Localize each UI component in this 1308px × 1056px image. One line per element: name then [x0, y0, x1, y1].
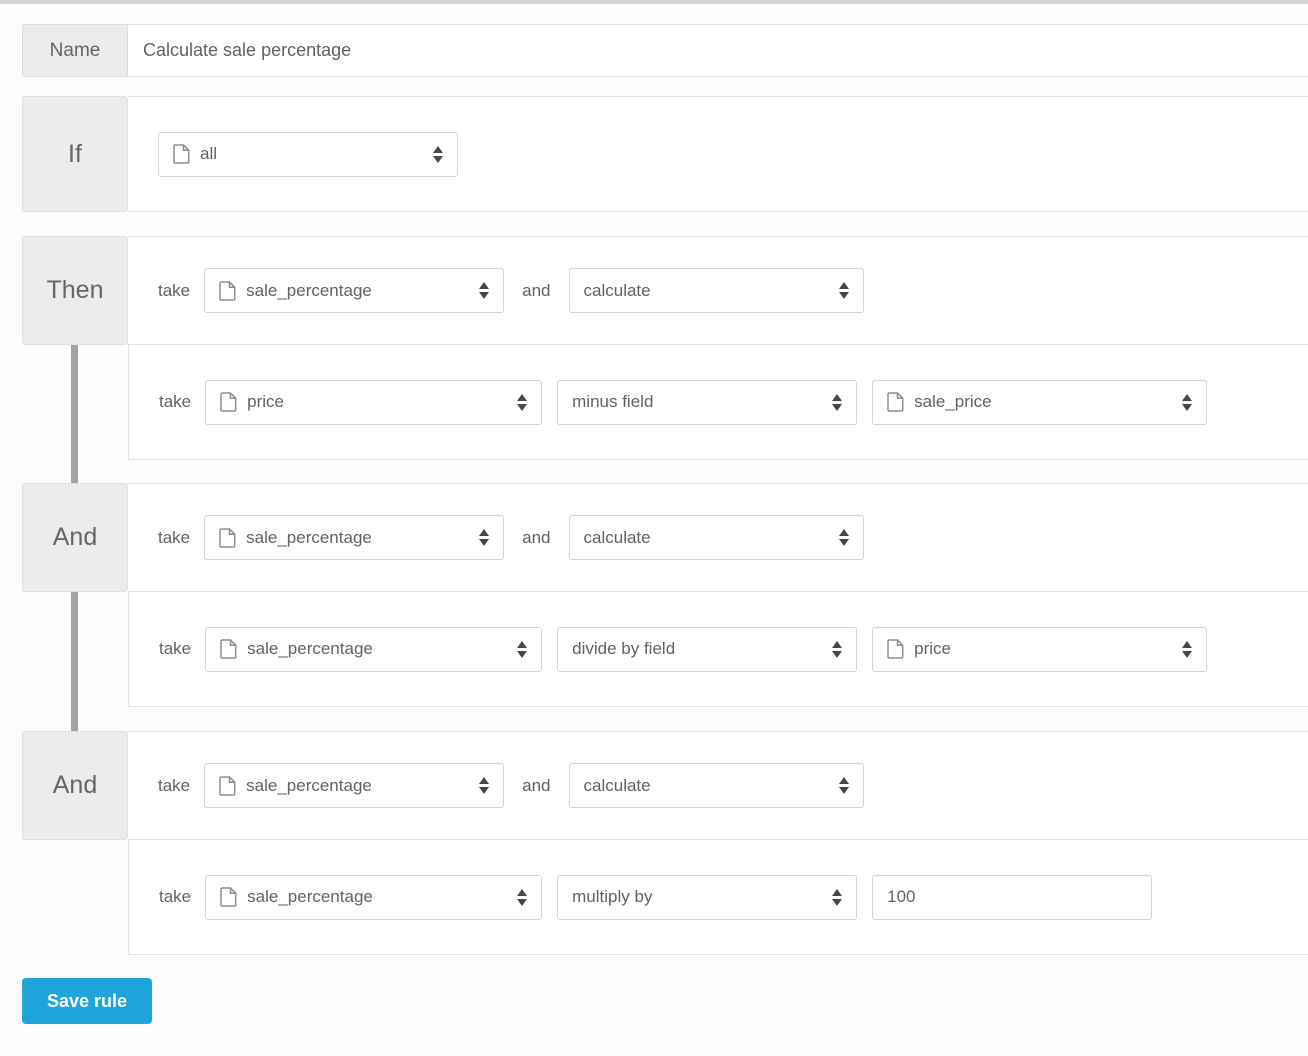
and-section-label: And — [22, 731, 128, 840]
select-value: multiply by — [572, 887, 653, 906]
then-section-label: Then — [22, 236, 128, 345]
rule-builder: Name If all Then take — [22, 24, 1308, 1024]
unfold-arrows-icon — [425, 145, 443, 163]
select-value: sale_percentage — [246, 775, 372, 795]
document-icon — [220, 887, 237, 907]
select-value: calculate — [583, 280, 651, 300]
and-section-2: And take sale_percentage and calculate t… — [22, 731, 1308, 955]
select-value: calculate — [583, 527, 651, 547]
unfold-arrows-icon — [1174, 640, 1193, 658]
unfold-arrows-icon — [831, 777, 849, 794]
and1-calc-row: take sale_percentage divide by field pri… — [128, 592, 1308, 707]
unfold-arrows-icon — [824, 888, 843, 906]
select-value: minus field — [572, 392, 654, 411]
and-section-label: And — [22, 483, 128, 592]
and2-calc-row: take sale_percentage multiply by — [128, 840, 1308, 955]
then-calc-row: take price minus field sale_price — [128, 345, 1308, 460]
and1-target-field-select[interactable]: sale_percentage — [204, 515, 505, 560]
and-section-1: And take sale_percentage and calculate t… — [22, 483, 1308, 731]
select-value: divide by field — [572, 639, 676, 658]
and-word: and — [522, 775, 551, 795]
and2-action-select[interactable]: calculate — [568, 763, 864, 808]
unfold-arrows-icon — [824, 393, 843, 411]
then-section: Then take sale_percentage and calculate … — [22, 236, 1308, 484]
and-word: and — [522, 527, 551, 547]
calc-left-field-select[interactable]: sale_percentage — [205, 874, 543, 920]
unfold-arrows-icon — [471, 777, 490, 794]
section-connector-line — [71, 592, 78, 731]
rule-name-input[interactable] — [128, 24, 1308, 77]
take-word: take — [158, 527, 191, 547]
calc-right-field-select[interactable]: sale_price — [872, 379, 1208, 425]
document-icon — [887, 639, 904, 659]
unfold-arrows-icon — [831, 529, 849, 546]
calc-left-field-select[interactable]: sale_percentage — [205, 626, 543, 672]
then-action-row: take sale_percentage and calculate — [128, 236, 1308, 345]
document-icon — [887, 392, 904, 412]
take-word: take — [159, 639, 192, 658]
select-value: price — [914, 639, 951, 658]
if-section: If all — [22, 96, 1308, 212]
calc-left-field-select[interactable]: price — [205, 379, 543, 425]
document-icon — [219, 775, 236, 796]
document-icon — [219, 280, 236, 301]
select-value: sale_price — [914, 392, 992, 411]
take-word: take — [158, 280, 191, 300]
and1-action-select[interactable]: calculate — [568, 515, 864, 560]
rule-name-row: Name — [22, 24, 1308, 77]
select-value: sale_percentage — [247, 887, 373, 906]
if-condition-box: all — [128, 96, 1308, 212]
document-icon — [220, 392, 237, 412]
top-window-strip — [0, 0, 1308, 4]
section-connector-line — [71, 345, 78, 484]
unfold-arrows-icon — [471, 529, 490, 546]
if-section-label: If — [22, 96, 128, 212]
document-icon — [173, 144, 190, 164]
then-action-select[interactable]: calculate — [568, 268, 864, 313]
and2-action-row: take sale_percentage and calculate — [128, 731, 1308, 840]
take-word: take — [159, 887, 192, 906]
name-label: Name — [22, 24, 128, 77]
calc-operator-select[interactable]: multiply by — [557, 874, 858, 920]
save-rule-button[interactable]: Save rule — [22, 978, 153, 1024]
calc-right-field-select[interactable]: price — [872, 626, 1208, 672]
unfold-arrows-icon — [509, 640, 528, 658]
unfold-arrows-icon — [824, 640, 843, 658]
calc-operator-select[interactable]: minus field — [557, 379, 858, 425]
unfold-arrows-icon — [509, 393, 528, 411]
unfold-arrows-icon — [1174, 393, 1193, 411]
document-icon — [219, 527, 236, 548]
select-value: sale_percentage — [246, 280, 372, 300]
and2-target-field-select[interactable]: sale_percentage — [204, 763, 505, 808]
and1-action-row: take sale_percentage and calculate — [128, 483, 1308, 592]
calc-value-input[interactable] — [872, 874, 1153, 920]
and-word: and — [522, 280, 551, 300]
select-value: sale_percentage — [247, 639, 373, 658]
select-value: calculate — [583, 775, 651, 795]
select-value: all — [200, 144, 218, 163]
take-word: take — [158, 775, 191, 795]
then-target-field-select[interactable]: sale_percentage — [204, 268, 505, 313]
select-value: price — [247, 392, 284, 411]
unfold-arrows-icon — [509, 888, 528, 906]
calc-operator-select[interactable]: divide by field — [557, 626, 858, 672]
document-icon — [220, 639, 237, 659]
if-condition-select[interactable]: all — [158, 131, 458, 177]
select-value: sale_percentage — [246, 527, 372, 547]
take-word: take — [159, 392, 192, 411]
unfold-arrows-icon — [831, 282, 849, 299]
unfold-arrows-icon — [471, 282, 490, 299]
